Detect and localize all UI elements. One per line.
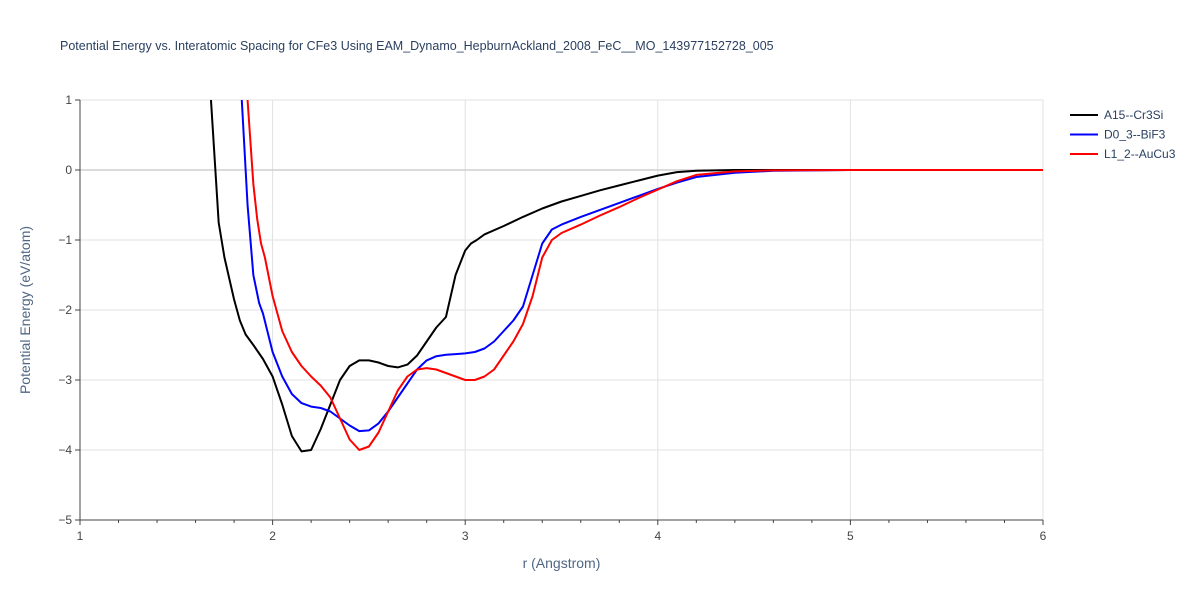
y-tick-label: −3	[58, 373, 72, 387]
grid-lines	[80, 99, 1044, 520]
y-tick-label: −4	[58, 443, 72, 457]
y-tick-label: 1	[65, 93, 72, 107]
x-tick-label: 5	[847, 529, 854, 543]
x-tick-labels: 1 2 3 4 5 6	[77, 529, 1047, 543]
x-tick-label: 4	[654, 529, 661, 543]
series-line-3	[246, 100, 1043, 451]
series-line-2	[240, 100, 1043, 433]
x-tick-label: 1	[77, 529, 84, 543]
legend[interactable]: A15--Cr3Si D0_3--BiF3 L1_2--AuCu3	[1070, 108, 1176, 161]
axes	[75, 99, 1044, 525]
legend-label-1: A15--Cr3Si	[1104, 108, 1163, 122]
x-axis-title: r (Angstrom)	[523, 555, 601, 571]
y-tick-label: 0	[65, 163, 72, 177]
y-tick-labels: 1 0 −1 −2 −3 −4 −5	[58, 93, 72, 527]
y-tick-label: −1	[58, 233, 72, 247]
x-tick-label: 3	[462, 529, 469, 543]
series-line-1	[209, 100, 1043, 453]
series-layer	[209, 100, 1043, 453]
legend-label-2: D0_3--BiF3	[1104, 128, 1166, 142]
x-tick-label: 2	[269, 529, 276, 543]
legend-label-3: L1_2--AuCu3	[1104, 147, 1176, 161]
y-axis-title: Potential Energy (eV/atom)	[17, 226, 33, 394]
chart-title: Potential Energy vs. Interatomic Spacing…	[60, 39, 774, 53]
x-tick-label: 6	[1040, 529, 1047, 543]
y-tick-label: −5	[58, 513, 72, 527]
y-tick-label: −2	[58, 303, 72, 317]
